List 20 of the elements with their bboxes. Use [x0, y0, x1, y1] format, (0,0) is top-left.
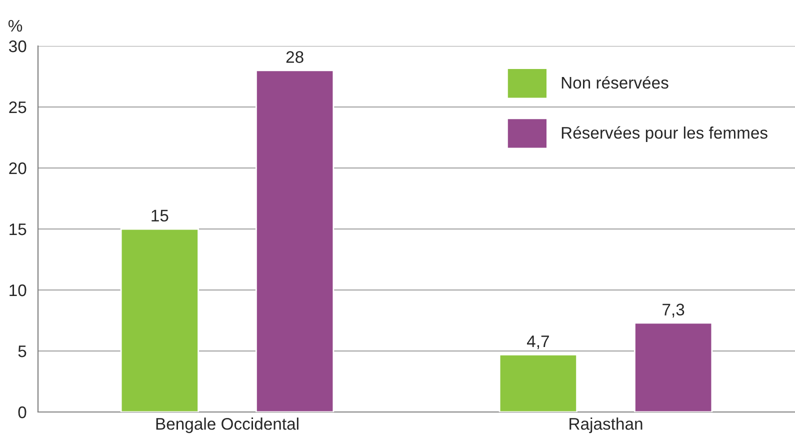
- y-axis-title: %: [8, 20, 22, 32]
- bar: [120, 228, 199, 412]
- bar: [256, 70, 334, 412]
- y-tick-label: 0: [18, 406, 26, 418]
- legend-label: Non réservées: [562, 76, 668, 89]
- legend-label: Réservées pour les femmes: [562, 126, 768, 142]
- x-tick-label: Bengale Occidental: [156, 418, 298, 434]
- y-tick-label: 25: [9, 101, 26, 114]
- data-label: 7,3: [662, 304, 684, 318]
- data-label: 4,7: [526, 336, 549, 350]
- y-tick-label: 15: [10, 224, 26, 236]
- bar: [498, 354, 578, 412]
- data-label: 15: [152, 210, 168, 222]
- y-tick-label: 20: [9, 162, 26, 174]
- y-tick-label: 5: [18, 346, 26, 358]
- y-tick-label: 30: [8, 40, 26, 52]
- x-tick-label: Rajasthan: [570, 418, 642, 434]
- data-label: 28: [286, 51, 304, 63]
- bar: [634, 322, 713, 412]
- y-tick-label: 10: [10, 284, 26, 296]
